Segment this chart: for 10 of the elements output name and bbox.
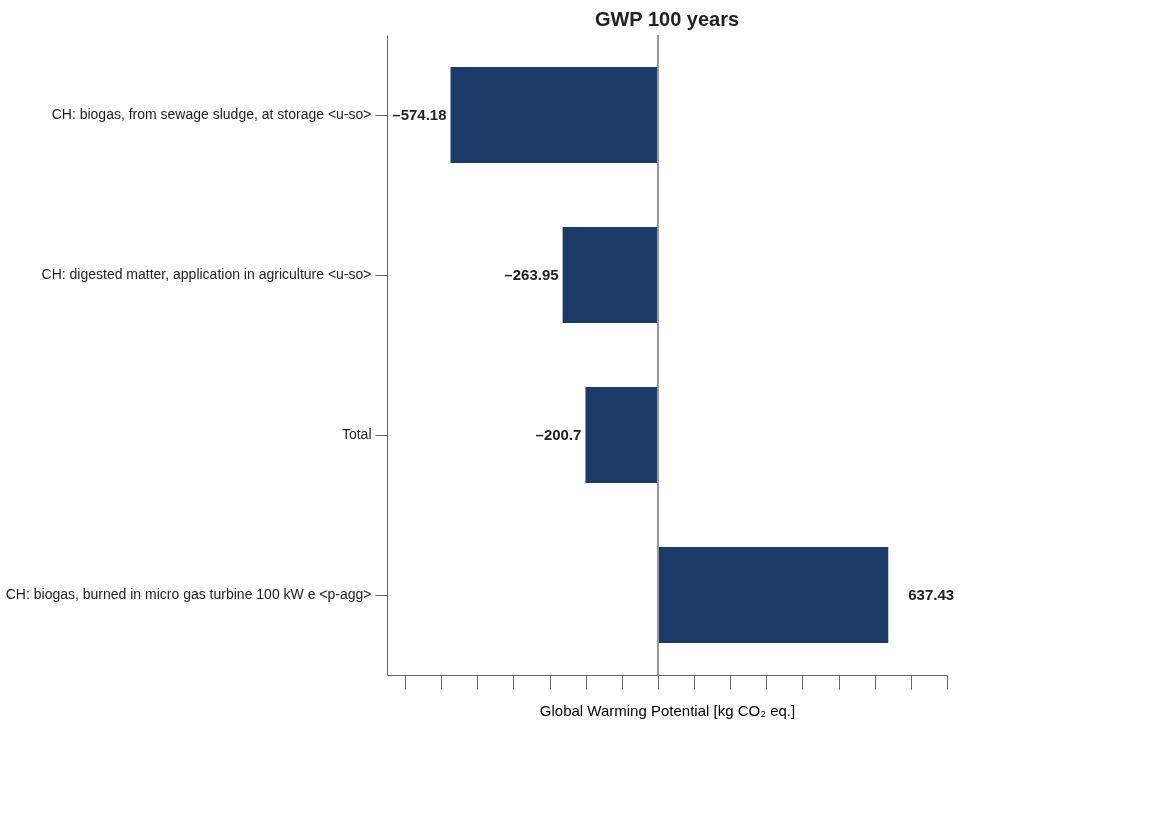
data-label: –574.18 <box>392 106 447 123</box>
y-tick-label: Total <box>341 426 372 442</box>
y-tick-label: CH: digested matter, application in agriculture <u-so> <box>41 266 372 282</box>
data-label: 637.43 <box>908 586 955 603</box>
x-axis-title: Global Warming Potential [kg CO₂ eq.] <box>539 702 796 719</box>
data-label: –263.95 <box>504 266 559 283</box>
y-tick-label: CH: biogas, burned in micro gas turbine 100 kW e <p-agg> <box>5 586 372 602</box>
data-label: –200.7 <box>535 426 582 443</box>
chart-title: GWP 100 years <box>594 8 740 30</box>
y-tick-label: CH: biogas, from sewage sludge, at storage <u-so> <box>51 106 372 122</box>
